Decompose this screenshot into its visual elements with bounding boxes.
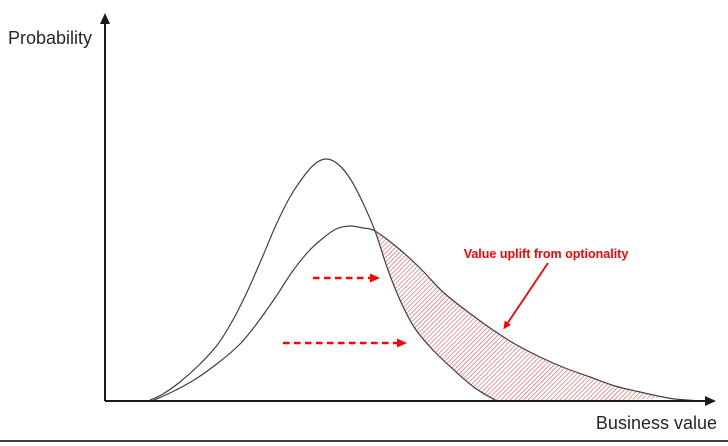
annotation-label: Value uplift from optionality [464, 247, 629, 261]
x-axis-label: Business value [596, 413, 717, 433]
curve-base-distribution [147, 158, 498, 402]
value-uplift-hatched-area [375, 231, 659, 403]
annotation-pointer-arrow [503, 262, 549, 330]
curve-distribution-with-optionality [151, 225, 701, 402]
y-axis-label: Probability [8, 28, 92, 48]
